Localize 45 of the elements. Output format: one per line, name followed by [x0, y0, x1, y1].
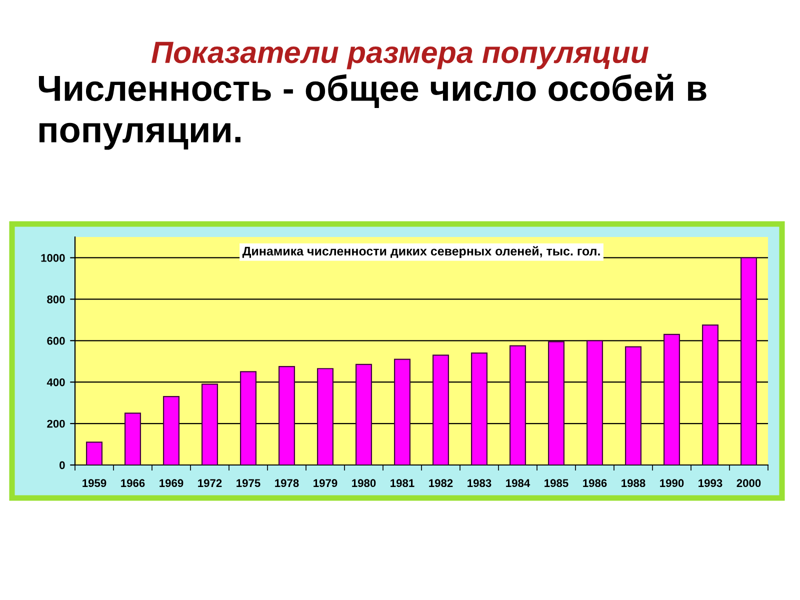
- x-tick-label: 1959: [82, 479, 106, 488]
- bar: [201, 384, 218, 465]
- y-tick-label: 1000: [41, 254, 65, 262]
- bar: [162, 396, 180, 465]
- x-tick-label: 1985: [544, 479, 568, 488]
- x-tick-label: 1993: [698, 479, 722, 488]
- x-tick-label: 1984: [506, 479, 530, 488]
- bar: [740, 257, 758, 465]
- y-tick-label: 200: [47, 420, 65, 428]
- bar: [316, 368, 334, 465]
- y-tick-label: 0: [60, 461, 65, 470]
- bar: [509, 345, 526, 465]
- x-tick-label: 1979: [314, 479, 338, 488]
- x-tick-label: 1981: [390, 479, 414, 488]
- bar: [394, 358, 411, 465]
- y-tick-label: 600: [47, 336, 65, 345]
- bar: [586, 340, 604, 465]
- chart-subtitle: Численность - общее число особей в популяции.: [38, 74, 706, 150]
- bar: [355, 364, 372, 465]
- y-tick-label: 400: [46, 378, 65, 386]
- bar: [86, 442, 103, 465]
- x-tick-label: 1990: [660, 479, 684, 488]
- x-tick-label: 1972: [198, 479, 222, 488]
- x-tick-label: 1986: [583, 479, 607, 488]
- x-tick-label: 1982: [429, 479, 453, 488]
- x-tick-label: 1978: [275, 479, 299, 488]
- bar: [124, 412, 142, 465]
- chart-title: Показатели размера популяции: [152, 42, 648, 70]
- bar: [278, 366, 296, 465]
- bar: [702, 324, 719, 465]
- x-tick-label: 1969: [160, 479, 184, 488]
- x-tick-label: 1966: [121, 479, 145, 488]
- bar: [663, 334, 680, 465]
- x-tick-label: 2000: [736, 479, 761, 488]
- x-tick-label: 1975: [236, 479, 260, 488]
- y-tick-label: 800: [47, 295, 65, 304]
- bar: [624, 346, 642, 465]
- x-tick-label: 1983: [468, 479, 492, 488]
- bar: [240, 371, 257, 465]
- bar: [548, 341, 565, 465]
- bar: [432, 354, 450, 465]
- x-tick-label: 1988: [622, 479, 646, 488]
- x-tick-label: 1980: [352, 479, 376, 488]
- annotation: Динамика численности диких северных оленей, тыс. гол.: [242, 246, 600, 258]
- bar: [470, 352, 488, 465]
